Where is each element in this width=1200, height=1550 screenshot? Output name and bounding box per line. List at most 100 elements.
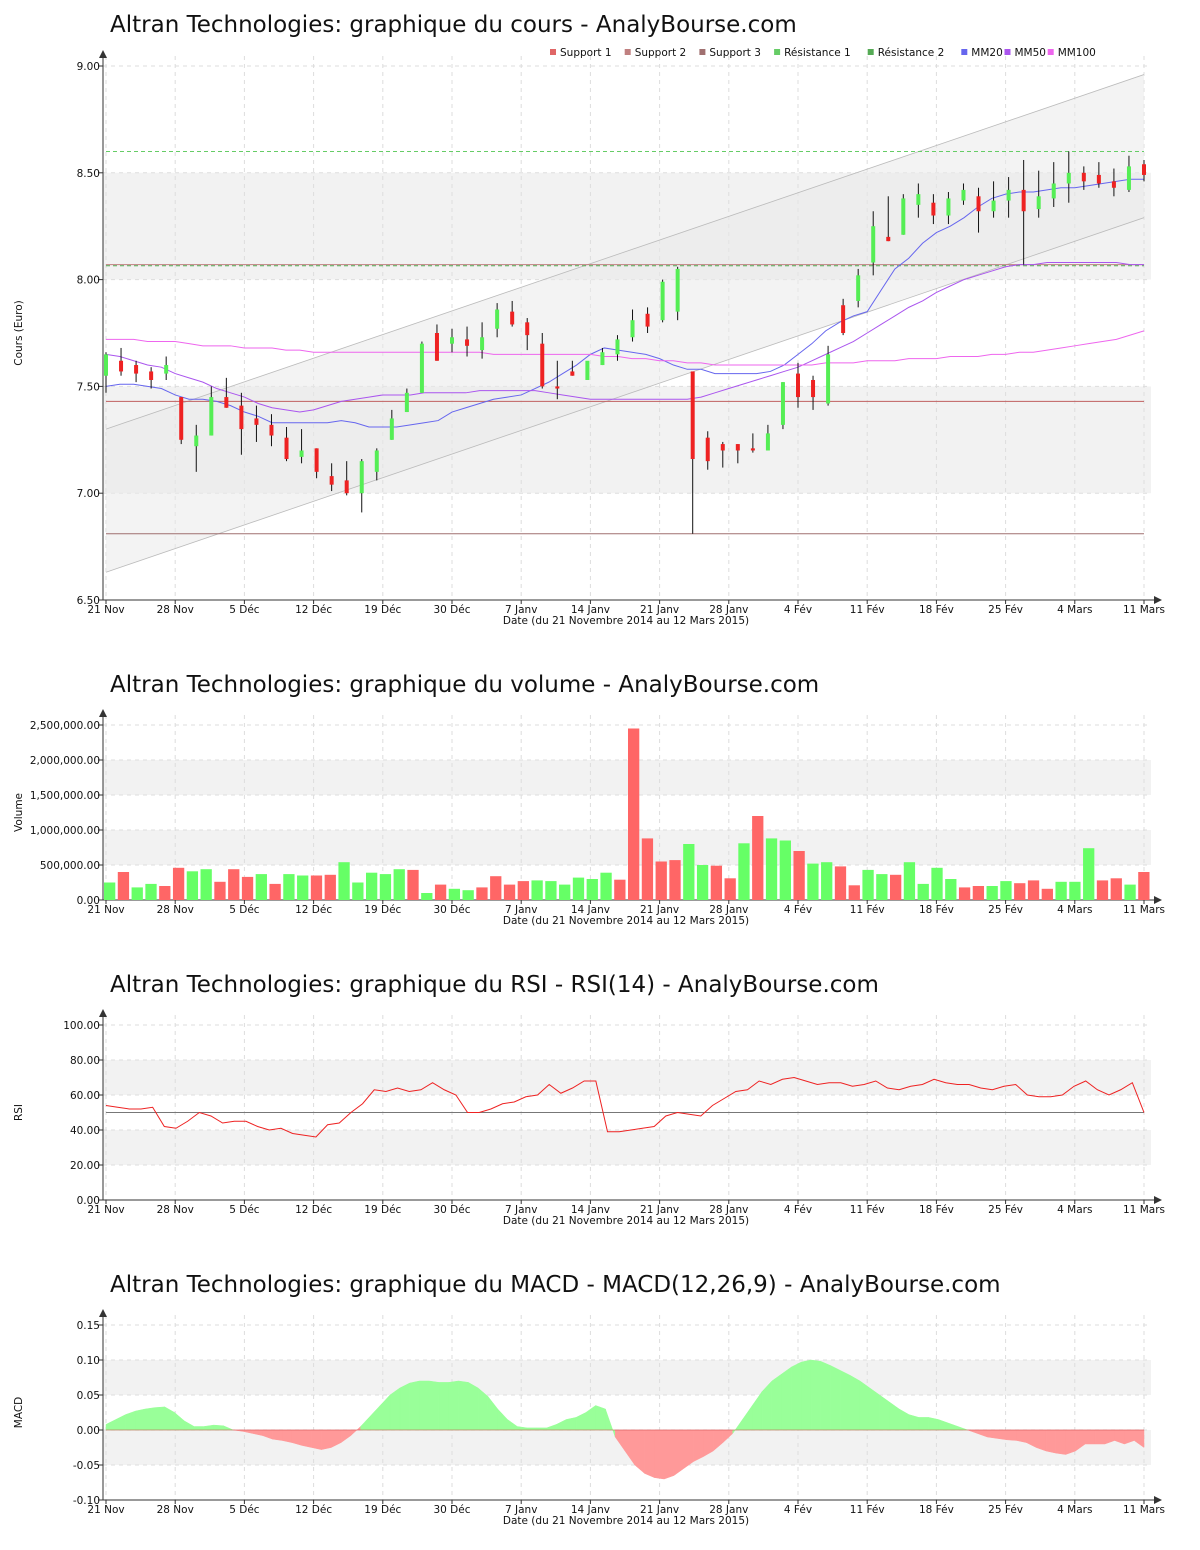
rsi-line (105, 1076, 1145, 1138)
volume-bar (890, 874, 902, 900)
y-axis-label: Cours (Euro) (13, 300, 25, 366)
macd-chart: -0.10 -0.05 0.00 0.05 0.10 0.15 21 Nov 28 Nov 5 … (13, 1309, 1165, 1527)
candle (209, 386, 214, 436)
candle-body (916, 194, 921, 205)
macd-segment (379, 1394, 391, 1431)
rsi-panel: Altran Technologies: graphique du RSI - … (0, 960, 1200, 1240)
regression-channel (106, 74, 1144, 573)
legend-swatch (1047, 49, 1054, 55)
macd-segment (546, 1424, 557, 1431)
macd-segment (859, 1380, 871, 1431)
candle (525, 318, 530, 351)
macd-segment (742, 1404, 753, 1431)
volume-bar (131, 887, 143, 900)
volume-bar (476, 887, 488, 900)
macd-segment (849, 1374, 861, 1431)
candle (991, 181, 996, 218)
candle (134, 360, 139, 383)
volume-bar (903, 862, 916, 900)
x-tick-label: 11 Mars (1123, 1504, 1165, 1516)
macd-segment (174, 1411, 185, 1431)
candle (555, 360, 560, 400)
legend-item: Résistance 2 (867, 47, 945, 59)
x-tick-label: 25 Fév (988, 1504, 1023, 1516)
candle-body (811, 379, 816, 398)
candle-body (299, 450, 304, 457)
candle (1126, 155, 1131, 193)
volume-bar (269, 883, 281, 900)
candle (149, 367, 154, 389)
y-tick-label: 100.00 (63, 1020, 100, 1032)
macd-segment (301, 1429, 312, 1448)
ma-line-mm50 (105, 262, 1144, 413)
volume-bar (1096, 880, 1109, 900)
legend-item: MM20 (961, 47, 1003, 59)
legend-label: MM20 (971, 47, 1002, 59)
y-tick-label: 2,500,000.00 (30, 720, 100, 732)
candle-body (585, 360, 590, 380)
candle (1066, 151, 1071, 203)
x-tick-label: 28 Janv (709, 1504, 748, 1516)
x-axis-label: Date (du 21 Novembre 2014 au 12 Mars 201… (503, 1215, 749, 1227)
x-tick-label: 11 Fév (850, 1204, 885, 1216)
volume-bar (972, 886, 985, 900)
x-tick-label: 21 Nov (87, 1504, 124, 1516)
candle-body (149, 371, 154, 380)
x-tick-label: 30 Déc (433, 904, 470, 916)
volume-bar (669, 860, 681, 900)
volume-bar (738, 843, 750, 900)
candle-body (194, 435, 199, 447)
x-tick-label: 18 Fév (919, 1204, 954, 1216)
y-tick-label: 0.00 (77, 895, 100, 907)
candle-body (1051, 183, 1056, 199)
volume-bar (559, 884, 571, 900)
volume-bar (586, 879, 598, 900)
legend-label: Résistance 2 (878, 47, 945, 59)
candle (374, 448, 379, 481)
x-tick-label: 4 Fév (784, 904, 812, 916)
volume-bar (1069, 881, 1081, 900)
candle (389, 409, 394, 440)
candle-body (389, 418, 394, 440)
candle-body (495, 309, 500, 329)
candle-body (946, 198, 951, 216)
price-chart: 6.50 7.00 7.50 8.00 8.50 9.00 21 Nov 28 Nov 5 Dé… (13, 47, 1165, 627)
volume-bar (186, 871, 199, 900)
x-tick-label: 28 Janv (709, 1204, 748, 1216)
candle-body (179, 397, 184, 440)
macd-segment (389, 1387, 401, 1431)
macd-segment (536, 1427, 547, 1431)
candle (750, 433, 755, 453)
candle (961, 183, 966, 205)
candle (480, 322, 485, 359)
candle-body (344, 480, 349, 494)
x-tick-label: 5 Déc (229, 604, 260, 616)
x-tick-label: 21 Nov (87, 904, 124, 916)
x-tick-label: 11 Mars (1123, 1204, 1165, 1216)
volume-bar (145, 883, 157, 900)
price-panel: Altran Technologies: graphique du cours … (0, 0, 1200, 640)
y-axis-label: RSI (13, 1104, 25, 1121)
candle-body (705, 437, 710, 462)
macd-segment (565, 1417, 577, 1431)
x-tick-label: 21 Janv (640, 904, 679, 916)
candle (796, 362, 800, 408)
candle-body (886, 236, 891, 242)
candle (630, 309, 635, 342)
macd-segment (810, 1359, 822, 1431)
candle-body (1142, 164, 1146, 175)
y-tick-label: 2,000,000.00 (30, 755, 100, 767)
candle-body (450, 337, 454, 344)
macd-segment (409, 1380, 420, 1431)
legend-label: MM100 (1058, 47, 1096, 59)
macd-segment (781, 1366, 792, 1431)
x-tick-label: 21 Janv (640, 1504, 679, 1516)
macd-segment (370, 1404, 381, 1431)
macd-segment (575, 1412, 587, 1431)
candle-body (465, 339, 470, 346)
x-axis-label: Date (du 21 Novembre 2014 au 12 Mars 201… (503, 615, 749, 627)
candle-body (239, 405, 244, 430)
y-tick-label: 8.50 (77, 168, 100, 180)
macd-segment (928, 1417, 939, 1431)
macd-segment (673, 1429, 685, 1476)
